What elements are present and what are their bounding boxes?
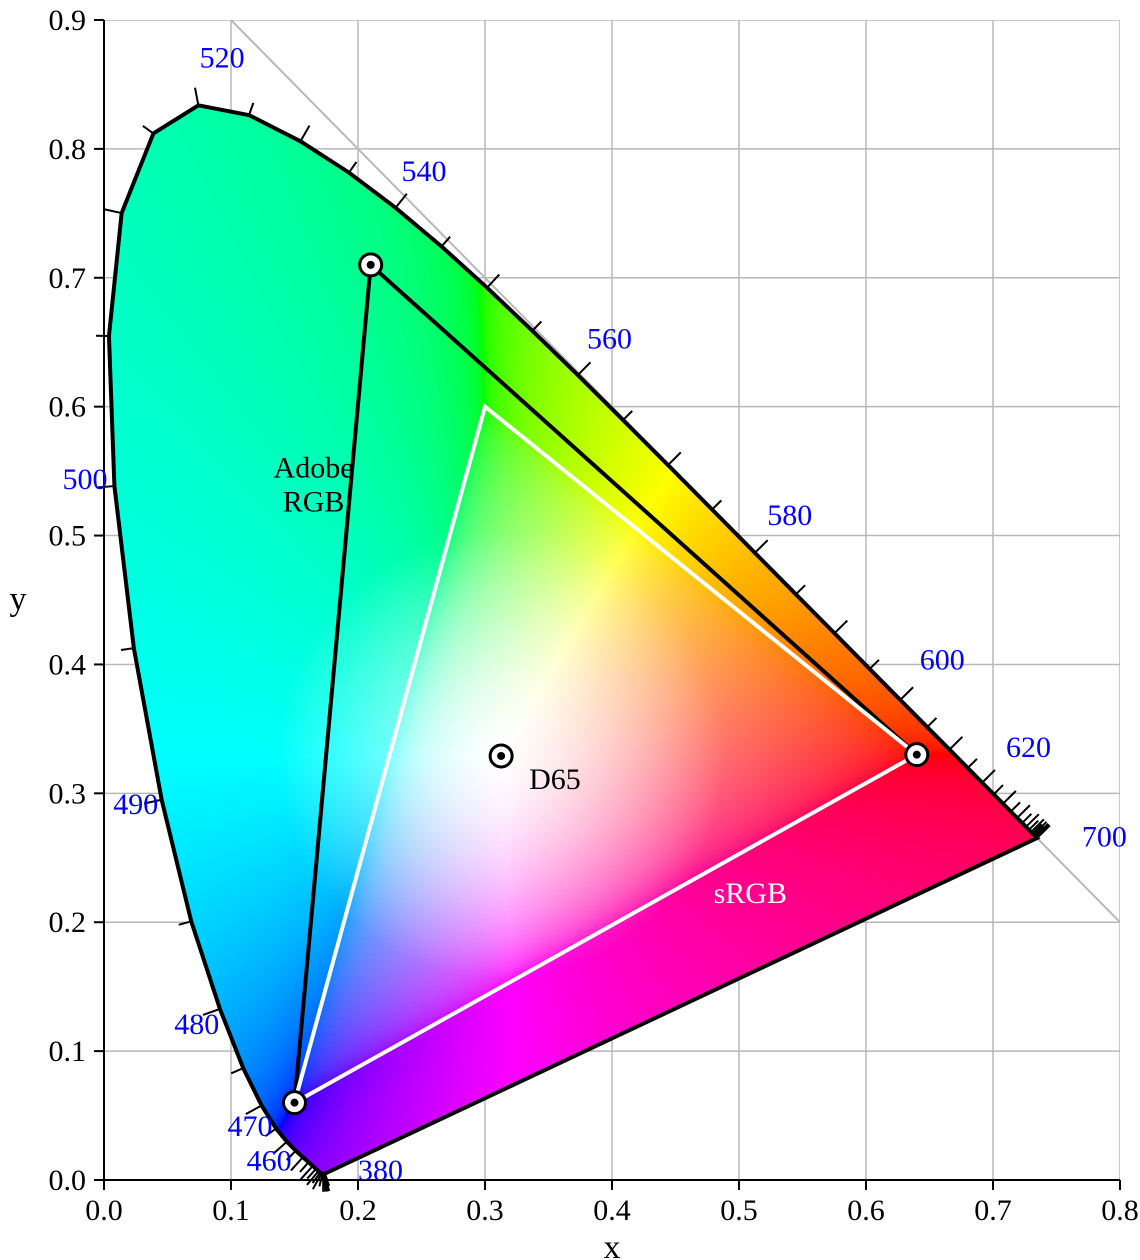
x-axis-label: x [604,1229,621,1260]
wavelength-label-500: 500 [62,463,107,496]
adobe-vertex-green [360,254,382,276]
wavelength-label-600: 600 [920,644,965,677]
adobe-rgb-label: Adobe [274,452,354,485]
y-tick-label: 0.9 [49,4,87,37]
x-tick-label: 0.2 [339,1194,377,1227]
x-tick-label: 0.8 [1101,1194,1139,1227]
y-tick-label: 0.5 [49,520,87,553]
x-tick-label: 0.5 [720,1194,758,1227]
x-tick-label: 0.3 [466,1194,504,1227]
wavelength-label-700: 700 [1082,820,1127,853]
x-tick-label: 0.6 [847,1194,885,1227]
wavelength-label-460: 460 [247,1145,292,1178]
y-tick-label: 0.7 [49,262,87,295]
wavelength-label-480: 480 [174,1008,219,1041]
x-tick-label: 0.1 [212,1194,250,1227]
y-tick-label: 0.2 [49,906,87,939]
chromaticity-diagram: { "type": "chromaticity-diagram", "backg… [0,0,1140,1260]
whitepoint-marker [490,745,512,767]
x-tick-label: 0.4 [593,1194,631,1227]
adobe-rgb-label-2: RGB [283,486,345,519]
whitepoint-label: D65 [529,763,581,796]
y-tick-label: 0.1 [49,1035,87,1068]
x-tick-label: 0.7 [974,1194,1012,1227]
wavelength-label-490: 490 [113,788,158,821]
wavelength-label-620: 620 [1006,731,1051,764]
x-tick-label: 0.0 [85,1194,123,1227]
y-axis-label: y [10,581,27,618]
y-tick-label: 0.4 [49,648,87,681]
chart-svg: 0.0 0.1 0.2 0.3 0.4 0.5 0.6 0.7 0.8 0.0 0.1 0.2 0.3 0… [0,0,1140,1260]
adobe-vertex-red [906,744,928,766]
y-tick-label: 0.3 [49,777,87,810]
y-tick-label: 0.0 [49,1164,87,1197]
y-tick-label: 0.6 [49,391,87,424]
y-tick-label: 0.8 [49,133,87,166]
wavelength-label-560: 560 [587,323,632,356]
wavelength-label-380: 380 [358,1154,403,1187]
wavelength-label-520: 520 [200,42,245,75]
srgb-label: sRGB [714,877,787,910]
wavelength-label-470: 470 [228,1110,273,1143]
adobe-vertex-blue [284,1092,306,1114]
wavelength-label-580: 580 [767,499,812,532]
wavelength-label-540: 540 [402,155,447,188]
